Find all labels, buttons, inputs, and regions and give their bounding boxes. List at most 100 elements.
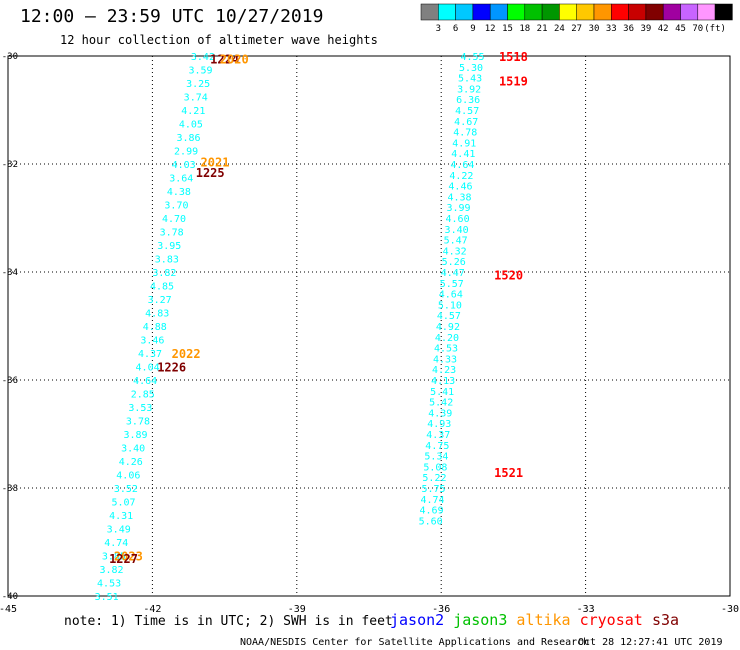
credit-text: NOAA/NESDIS Center for Satellite Applica…: [240, 637, 589, 648]
wave-height-point: 5.47: [444, 236, 468, 247]
y-tick-label: -38: [2, 484, 18, 494]
legend-altika: altika: [516, 611, 570, 629]
wave-height-point: 5.08: [423, 462, 447, 473]
time-label: 1225: [196, 166, 225, 180]
grid-lines: [8, 56, 730, 596]
time-label: 2021: [201, 155, 230, 169]
time-label: 1518: [499, 50, 528, 64]
wave-height-point: 4.60: [446, 214, 470, 225]
wave-height-point: 2.85: [131, 390, 155, 401]
wave-height-point: 3.27: [148, 295, 172, 306]
wave-height-point: 4.55: [460, 52, 484, 63]
wave-height-point: 4.26: [119, 457, 143, 468]
wave-height-point: 4.46: [448, 182, 472, 193]
colorbar-swatch: [593, 3, 612, 21]
wave-height-point: 4.91: [452, 138, 476, 149]
colorbar-label: 12: [485, 24, 496, 34]
time-label: 1226: [157, 361, 186, 375]
wave-height-point: 5.41: [430, 387, 454, 398]
colorbar-swatch: [489, 3, 508, 21]
wave-height-point: 3.59: [188, 66, 212, 77]
colorbar-label: 18: [519, 24, 530, 34]
wave-height-point: 4.06: [116, 471, 140, 482]
wave-height-point: 5.75: [421, 484, 445, 495]
wave-height-point: 4.64: [133, 376, 157, 387]
legend-jason2: jason2: [390, 611, 444, 629]
colorbar-label: 21: [537, 24, 548, 34]
x-tick-label: -45: [0, 604, 17, 615]
wave-height-point: 5.26: [442, 257, 466, 268]
wave-height-point: 4.05: [179, 120, 203, 131]
legend-jason3: jason3: [453, 611, 507, 629]
wave-height-point: 3.51: [95, 592, 119, 603]
wave-height-point: 5.10: [438, 300, 462, 311]
wave-height-point: 4.93: [427, 419, 451, 430]
colorbar-label: 3: [436, 24, 441, 34]
wave-height-point: 4.47: [441, 268, 465, 279]
colorbar-label: (ft): [704, 24, 726, 34]
wave-height-point: 2.99: [174, 147, 198, 158]
y-tick-label: -34: [2, 268, 18, 278]
east-track: 4.555.305.433.926.364.574.674.784.914.41…: [419, 52, 485, 527]
wave-height-point: 3.49: [107, 525, 131, 536]
time-label: 1224: [210, 53, 239, 67]
wave-height-point: 4.39: [428, 408, 452, 419]
wave-height-point: 4.38: [447, 192, 471, 203]
colorbar-label: 15: [502, 24, 513, 34]
wave-height-point: 3.82: [99, 565, 123, 576]
y-tick-label: -32: [2, 160, 18, 170]
colorbar-swatch: [559, 3, 577, 21]
wave-height-point: 3.95: [157, 241, 181, 252]
colorbar-swatch: [524, 3, 543, 21]
plot-area: [7, 55, 731, 597]
wave-height-point: 3.52: [114, 484, 138, 495]
y-tick-label: -36: [2, 376, 18, 386]
wave-height-point: 3.99: [446, 203, 470, 214]
wave-height-point: 4.53: [434, 344, 458, 355]
colorbar-swatch: [507, 3, 526, 21]
time-label: 1227: [109, 552, 138, 566]
x-tick-label: -33: [577, 604, 595, 615]
wave-height-point: 4.03: [172, 160, 196, 171]
wave-height-point: 4.88: [143, 322, 167, 333]
y-axis-ticks: -30 -32 -34 -36 -38 -40: [2, 52, 18, 602]
wave-height-point: 4.74: [104, 538, 128, 549]
colorbar-swatch: [455, 3, 474, 21]
colorbar-label: 36: [623, 24, 634, 34]
wave-height-point: 5.30: [459, 63, 483, 74]
time-label: 2023: [114, 550, 143, 564]
x-tick-label: -30: [721, 604, 739, 615]
wave-height-point: 5.22: [422, 473, 446, 484]
wave-height-point: 4.67: [454, 117, 478, 128]
wave-height-point: 3.82: [152, 268, 176, 279]
colorbar-swatch: [714, 3, 733, 21]
wave-height-point: 4.57: [437, 311, 461, 322]
colorbar-label: 27: [571, 24, 582, 34]
wave-height-point: 3.85: [102, 552, 126, 563]
wave-height-point: 4.22: [449, 171, 473, 182]
wave-height-point: 4.04: [136, 363, 160, 374]
time-label: 1521: [494, 466, 523, 480]
wave-height-point: 3.70: [164, 201, 188, 212]
wave-height-point: 5.60: [419, 516, 443, 527]
colorbar-swatch: [645, 3, 664, 21]
x-tick-label: -39: [288, 604, 306, 615]
wave-height-point: 5.57: [440, 279, 464, 290]
wave-height-point: 4.83: [145, 309, 169, 320]
wave-height-point: 4.70: [162, 214, 186, 225]
y-tick-label: -40: [2, 592, 18, 602]
colorbar-swatch: [697, 3, 716, 21]
colorbar-label: 39: [640, 24, 651, 34]
wave-height-point: 5.34: [424, 452, 448, 463]
colorbar-swatch: [576, 3, 595, 21]
colorbar-label: 33: [606, 24, 617, 34]
wave-height-point: 4.20: [435, 333, 459, 344]
legend-s3a: s3a: [652, 611, 679, 629]
wave-height-point: 3.78: [126, 417, 150, 428]
timestamp-text: Oct 28 12:27:41 UTC 2019: [578, 637, 723, 648]
colorbar-label: 42: [658, 24, 669, 34]
wave-height-point: 4.37: [138, 349, 162, 360]
wave-height-point: 4.21: [181, 106, 205, 117]
